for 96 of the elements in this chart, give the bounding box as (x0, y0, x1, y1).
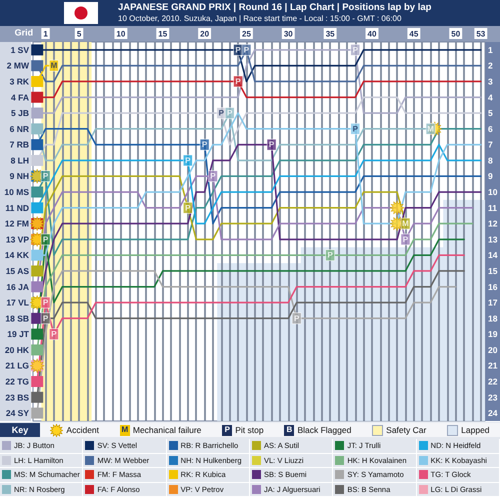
y-tick-label: 13 VP (6, 234, 30, 244)
data-label: P (210, 172, 216, 181)
data-label: P (352, 45, 359, 54)
y-tick-label: 12 FM (4, 218, 29, 229)
x-tick-label: 40 (368, 30, 377, 38)
y2-tick-label: 15 (488, 266, 498, 276)
y2-tick-label: 18 (488, 313, 498, 324)
x-tick-label: 53 (476, 30, 486, 38)
data-label: M (50, 61, 58, 70)
x-tick-label: 5 (76, 30, 82, 38)
data-label: P (202, 140, 208, 150)
x-tick-label: 45 (409, 30, 419, 38)
y-tick-label: 18 SB (5, 313, 29, 324)
y2-tick-label: 8 (488, 155, 493, 166)
data-label: P (294, 314, 300, 323)
y-tick-label: 14 KK (4, 250, 30, 260)
data-label: P (227, 108, 234, 118)
y2-tick-label: 13 (488, 234, 498, 244)
y-tick-label: 15 AS (6, 266, 30, 276)
legend-label: Black Flagged (297, 425, 352, 435)
text: B (286, 425, 292, 434)
y2-tick-label: 21 (488, 360, 498, 371)
y-tick-label: 6 NR (10, 124, 29, 134)
y2-tick-label: 23 (488, 392, 498, 402)
x-tick-label: 10 (116, 30, 126, 38)
data-label: P (185, 203, 192, 212)
y2-tick-label: 1 (488, 44, 493, 55)
x-tick-label: 50 (451, 30, 461, 38)
data-label: P (42, 298, 49, 308)
y-tick-label: 19 JT (7, 329, 30, 340)
y2-tick-label: 12 (488, 218, 498, 229)
x-tick-label: 1 (43, 30, 48, 38)
y2-tick-label: 4 (488, 92, 493, 102)
y-tick-label: 21 LG (5, 360, 30, 371)
legend-label: Safety Car (386, 425, 426, 435)
data-label: M (402, 219, 410, 228)
y2-tick-label: 22 (488, 376, 498, 387)
y-tick-label: 20 HK (4, 344, 30, 355)
y2-tick-label: 10 (488, 187, 498, 198)
legend-label: Pit stop (235, 425, 264, 435)
data-label: P (185, 156, 192, 165)
y2-tick-label: 11 (488, 202, 498, 213)
x-tick-label: 25 (242, 30, 252, 38)
y2-tick-label: 9 (488, 171, 493, 182)
y-tick-label: 17 VL (6, 298, 29, 308)
data-label: P (244, 45, 250, 54)
text: M (122, 425, 128, 434)
y2-tick-label: 14 (488, 250, 498, 260)
y-tick-label: 22 TG (5, 376, 30, 387)
data-label: P (42, 314, 49, 323)
legend-label: Lapped (461, 425, 490, 435)
data-label: P (402, 234, 409, 244)
y-tick-label: 5 JB (11, 108, 29, 118)
y-tick-label: 4 FA (11, 92, 29, 102)
data-label: P (327, 250, 334, 260)
y2-tick-label: 24 (488, 408, 498, 418)
legend-label: Accident (66, 425, 100, 435)
y-axis-title: Grid (14, 28, 34, 38)
x-tick-label: 35 (326, 30, 336, 38)
y2-tick-label: 7 (488, 140, 493, 150)
y2-tick-label: 19 (488, 329, 498, 340)
y2-tick-label: 6 (488, 124, 493, 134)
data-label: P (51, 330, 58, 339)
text: P (224, 425, 230, 434)
y-tick-label: 10 MS (4, 187, 30, 198)
legend-title: Key (0, 423, 40, 437)
data-label: M (427, 124, 434, 134)
y2-tick-label: 5 (488, 108, 493, 118)
data-label: P (235, 45, 242, 54)
chart-subtitle: 10 October, 2010. Suzuka, Japan | Race start time - Local : 15:00 - GMT : 06:00 (118, 14, 402, 23)
y-tick-label: 8 LH (10, 155, 29, 166)
y2-tick-label: 2 (488, 60, 493, 71)
y-tick-label: 24 SY (6, 408, 30, 418)
y-tick-label: 11 ND (5, 202, 29, 213)
data-label: P (268, 140, 275, 150)
y2-tick-label: 17 (488, 298, 498, 308)
data-label: P (235, 76, 242, 86)
y-tick-label: 16 JA (6, 282, 29, 292)
data-label: P (42, 172, 49, 181)
data-label: P (42, 234, 49, 244)
data-label: P (352, 124, 359, 134)
chart-title: JAPANESE GRAND PRIX | Round 16 | Lap Chart | Positions lap by lap (118, 2, 432, 13)
y-tick-label: 3 RK (10, 76, 30, 86)
y2-tick-label: 16 (488, 282, 498, 292)
y-tick-label: 7 RB (10, 140, 29, 150)
x-tick-label: 30 (284, 30, 294, 38)
data-label: P (218, 108, 225, 118)
y-tick-label: 23 BS (5, 392, 30, 402)
y2-tick-label: 3 (488, 76, 493, 86)
legend-label: Mechanical failure (132, 425, 202, 435)
x-tick-label: 20 (200, 30, 210, 38)
y-tick-label: 2 MW (6, 60, 30, 71)
y2-tick-label: 20 (488, 344, 498, 355)
x-tick-label: 15 (158, 30, 168, 38)
y-tick-label: 9 NH (10, 171, 29, 182)
y-tick-label: 1 SV (10, 44, 30, 55)
